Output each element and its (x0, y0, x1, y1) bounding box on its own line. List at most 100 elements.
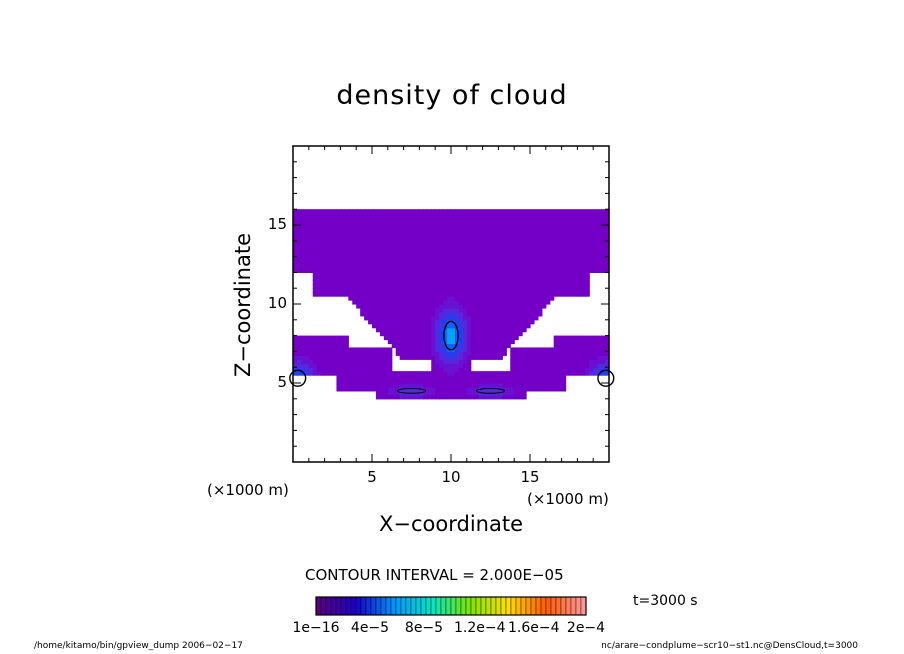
field-cell (561, 339, 567, 345)
field-cell (387, 327, 393, 333)
field-cell (336, 268, 341, 273)
field-cell (502, 256, 507, 262)
field-cell (316, 355, 322, 360)
field-cell (344, 264, 349, 270)
field-cell (383, 268, 389, 273)
field-cell (502, 288, 507, 293)
field-cell (545, 296, 551, 301)
field-cell (427, 268, 432, 273)
field-cell (537, 347, 543, 352)
field-cell (447, 315, 452, 321)
field-cell (561, 260, 567, 266)
field-cell (522, 209, 527, 214)
field-cell (486, 394, 492, 400)
field-cell (458, 260, 464, 266)
field-cell (383, 256, 389, 262)
field-cell (423, 268, 428, 273)
field-cell (368, 268, 373, 273)
field-cell (522, 228, 527, 234)
field-cell (407, 296, 413, 301)
field-cell (379, 355, 385, 360)
field-cell (514, 331, 519, 337)
field-cell (407, 371, 413, 376)
field-cell (502, 296, 507, 301)
field-cell (498, 236, 503, 242)
field-cell (328, 217, 334, 222)
field-cell (573, 359, 578, 364)
field-cell (447, 359, 452, 364)
field-cell (447, 228, 452, 234)
field-cell (561, 367, 567, 372)
field-cell (545, 359, 551, 364)
field-cell (364, 225, 369, 230)
field-cell (407, 351, 413, 356)
field-cell (537, 217, 543, 222)
field-cell (340, 256, 345, 262)
field-cell (439, 363, 444, 368)
field-cell (458, 359, 464, 364)
field-cell (553, 288, 559, 293)
field-cell (431, 371, 436, 376)
field-cell (518, 213, 523, 218)
field-cell (372, 296, 377, 301)
field-cell (348, 359, 353, 364)
field-cell (395, 260, 401, 266)
field-cell (375, 228, 381, 234)
field-cell (502, 217, 507, 222)
field-cell (415, 311, 420, 317)
field-cell (490, 394, 496, 400)
colorbar-segment (435, 596, 442, 616)
field-cell (494, 311, 499, 317)
field-cell (415, 355, 420, 360)
field-cell (557, 256, 563, 262)
field-cell (581, 248, 586, 254)
field-cell (530, 319, 535, 325)
field-cell (451, 331, 456, 337)
field-cell (522, 323, 527, 329)
field-cell (474, 371, 480, 376)
field-cell (308, 359, 314, 364)
field-cell (431, 213, 436, 218)
field-cell (312, 260, 318, 266)
colorbar-segment (455, 596, 462, 616)
field-cell (454, 319, 460, 325)
field-cell (462, 217, 468, 222)
field-cell (530, 307, 535, 313)
field-cell (308, 232, 314, 238)
field-cell (510, 296, 515, 301)
field-cell (375, 304, 381, 309)
field-cell (435, 379, 440, 384)
field-cell (518, 272, 523, 277)
field-cell (498, 339, 503, 345)
field-cell (506, 244, 511, 250)
field-cell (352, 351, 357, 356)
field-cell (352, 209, 357, 214)
field-cell (379, 351, 385, 356)
field-cell (522, 315, 527, 321)
field-cell (352, 363, 357, 368)
field-cell (585, 292, 590, 297)
field-cell (530, 347, 535, 352)
field-cell (533, 221, 539, 226)
field-cell (601, 217, 606, 222)
field-cell (502, 236, 507, 242)
field-cell (470, 217, 476, 222)
field-cell (530, 355, 535, 360)
field-cell (470, 272, 476, 277)
field-cell (549, 284, 555, 289)
field-cell (431, 315, 436, 321)
field-cell (364, 375, 369, 380)
field-cell (427, 288, 432, 293)
field-cell (336, 252, 341, 258)
field-cell (383, 260, 389, 266)
field-cell (447, 276, 452, 281)
field-cell (514, 323, 519, 329)
field-cell (427, 375, 432, 380)
field-cell (478, 228, 484, 234)
field-cell (557, 228, 563, 234)
field-cell (415, 323, 420, 329)
field-cell (561, 371, 567, 376)
field-cell (293, 256, 298, 262)
field-cell (454, 390, 460, 396)
field-cell (458, 284, 464, 289)
